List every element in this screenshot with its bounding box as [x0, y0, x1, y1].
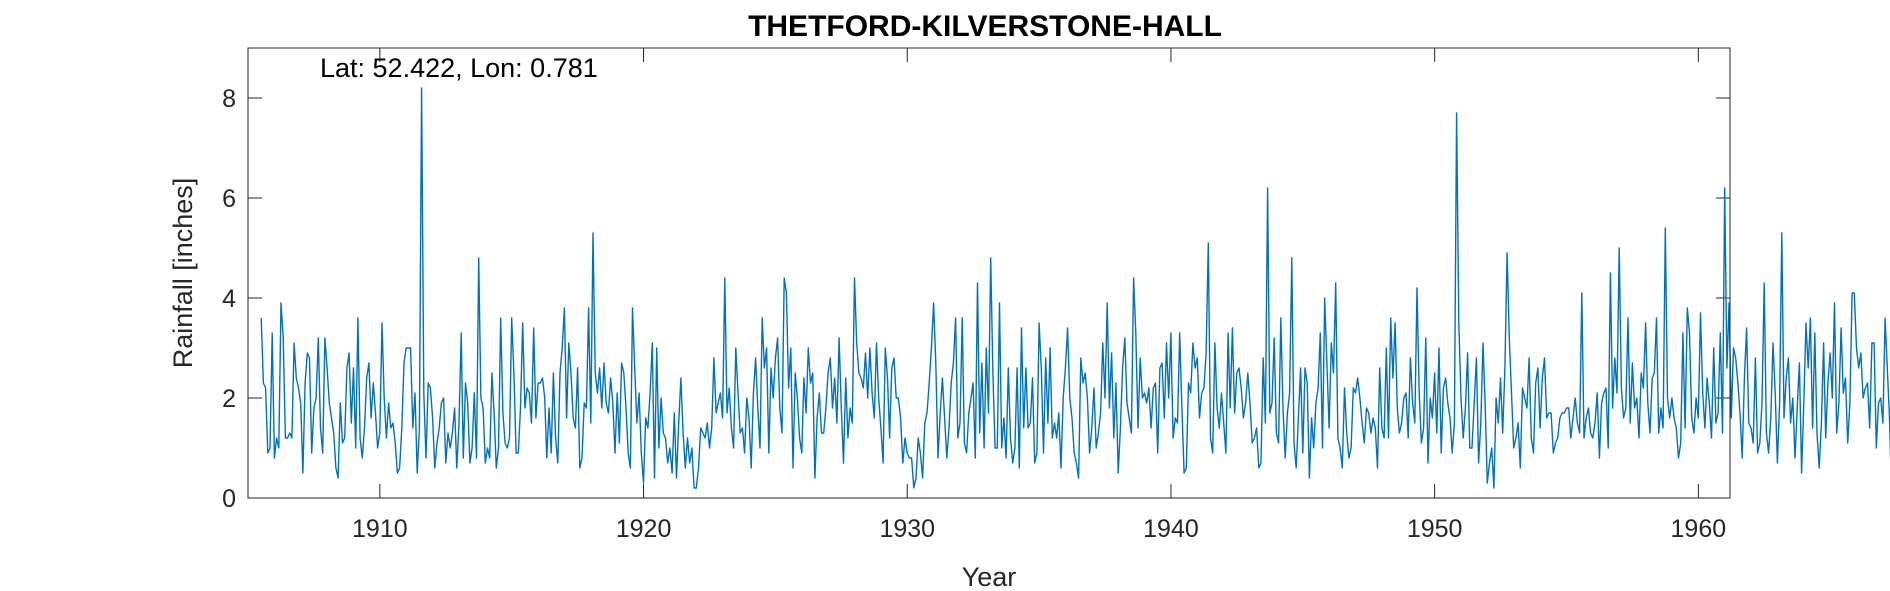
x-axis-label: Year — [962, 562, 1017, 591]
x-tick-label: 1920 — [616, 515, 672, 543]
x-tick-label: 1960 — [1671, 515, 1727, 543]
y-axis-label: Rainfall [inches] — [168, 178, 198, 369]
location-annotation: Lat: 52.422, Lon: 0.781 — [320, 53, 598, 83]
y-tick-label: 0 — [222, 485, 236, 513]
y-tick-labels: 0 2 4 6 8 — [222, 85, 236, 513]
y-tick-label: 6 — [222, 185, 236, 213]
y-tick-label: 8 — [222, 85, 236, 113]
x-tick-label: 1930 — [879, 515, 935, 543]
chart-title: THETFORD-KILVERSTONE-HALL — [748, 10, 1222, 43]
x-tick-label: 1950 — [1407, 515, 1463, 543]
x-tick-label: 1940 — [1143, 515, 1199, 543]
x-tick-label: 1910 — [352, 515, 408, 543]
x-tick-labels: 1910 1920 1930 1940 1950 1960 — [352, 515, 1726, 543]
y-tick-label: 2 — [222, 385, 236, 413]
y-tick-label: 4 — [222, 285, 236, 313]
